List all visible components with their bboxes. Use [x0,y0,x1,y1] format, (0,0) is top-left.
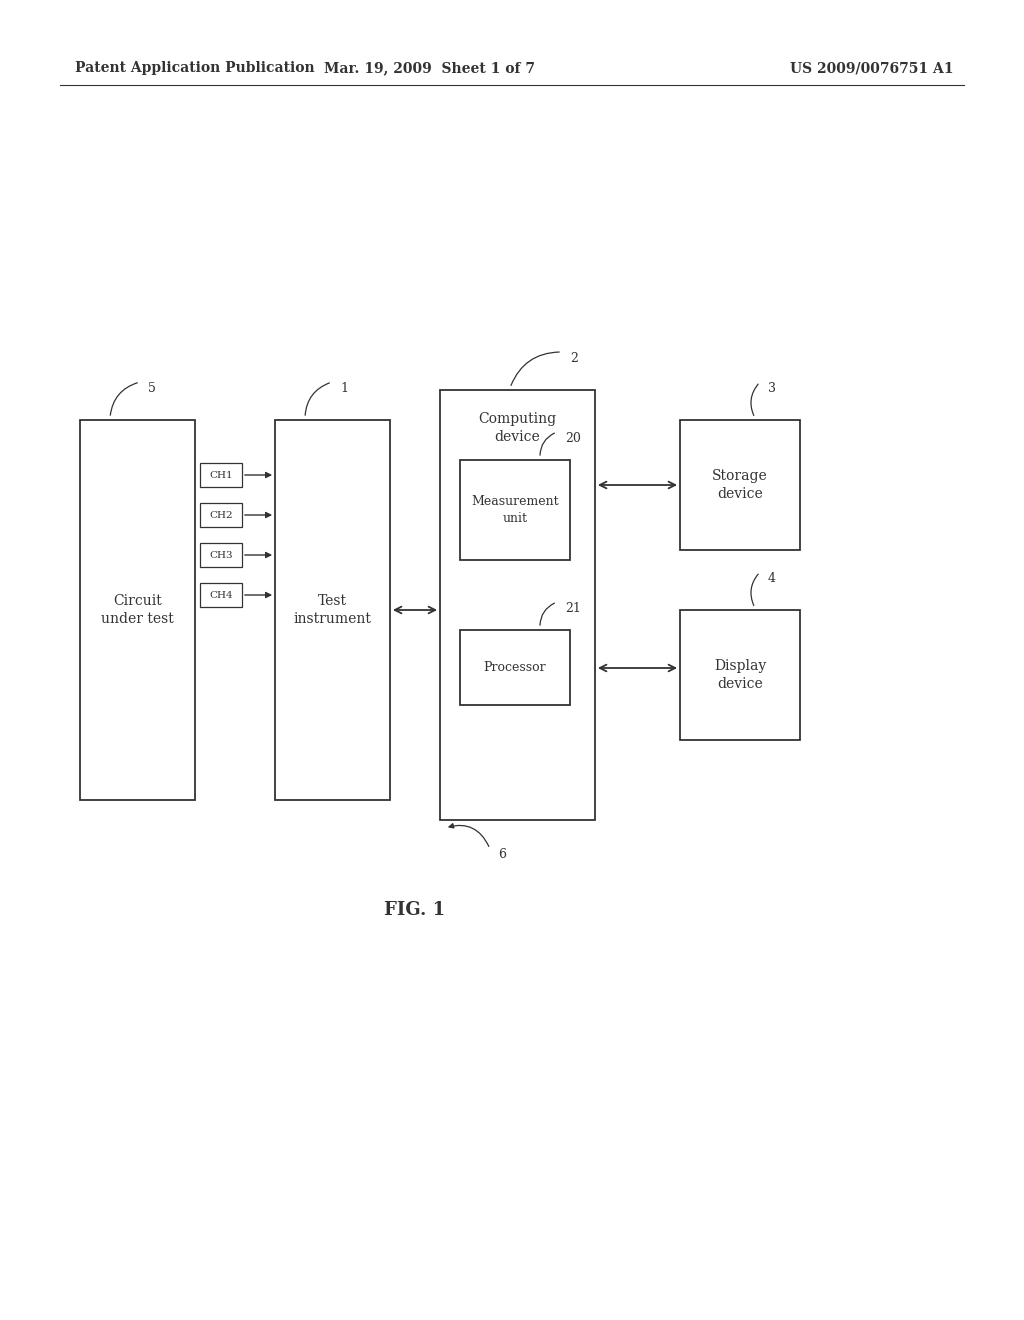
Text: Mar. 19, 2009  Sheet 1 of 7: Mar. 19, 2009 Sheet 1 of 7 [325,61,536,75]
Bar [440,389,595,820]
Bar [80,420,195,800]
Bar [680,610,800,741]
Text: Patent Application Publication: Patent Application Publication [75,61,314,75]
Text: 20: 20 [565,432,581,445]
Text: 4: 4 [768,572,776,585]
Bar [200,583,242,607]
Text: 2: 2 [570,351,578,364]
Text: US 2009/0076751 A1: US 2009/0076751 A1 [790,61,953,75]
Bar [200,463,242,487]
Bar [200,543,242,568]
Text: Measurement
unit: Measurement unit [471,495,559,525]
Bar [460,459,570,560]
Text: Storage
device: Storage device [712,469,768,502]
Text: 21: 21 [565,602,581,615]
Text: Computing
device: Computing device [478,412,557,445]
Text: CH3: CH3 [209,550,232,560]
Text: 6: 6 [498,849,506,862]
Bar [200,503,242,527]
Text: CH4: CH4 [209,590,232,599]
Text: Test
instrument: Test instrument [294,594,372,626]
Text: 1: 1 [340,381,348,395]
Text: Display
device: Display device [714,659,766,692]
Text: FIG. 1: FIG. 1 [384,902,445,919]
Bar [460,630,570,705]
Text: Processor: Processor [483,661,547,675]
Bar [275,420,390,800]
Text: CH2: CH2 [209,511,232,520]
Text: CH1: CH1 [209,470,232,479]
Text: 5: 5 [148,381,156,395]
Text: 3: 3 [768,381,776,395]
Bar [680,420,800,550]
Text: Circuit
under test: Circuit under test [101,594,174,626]
